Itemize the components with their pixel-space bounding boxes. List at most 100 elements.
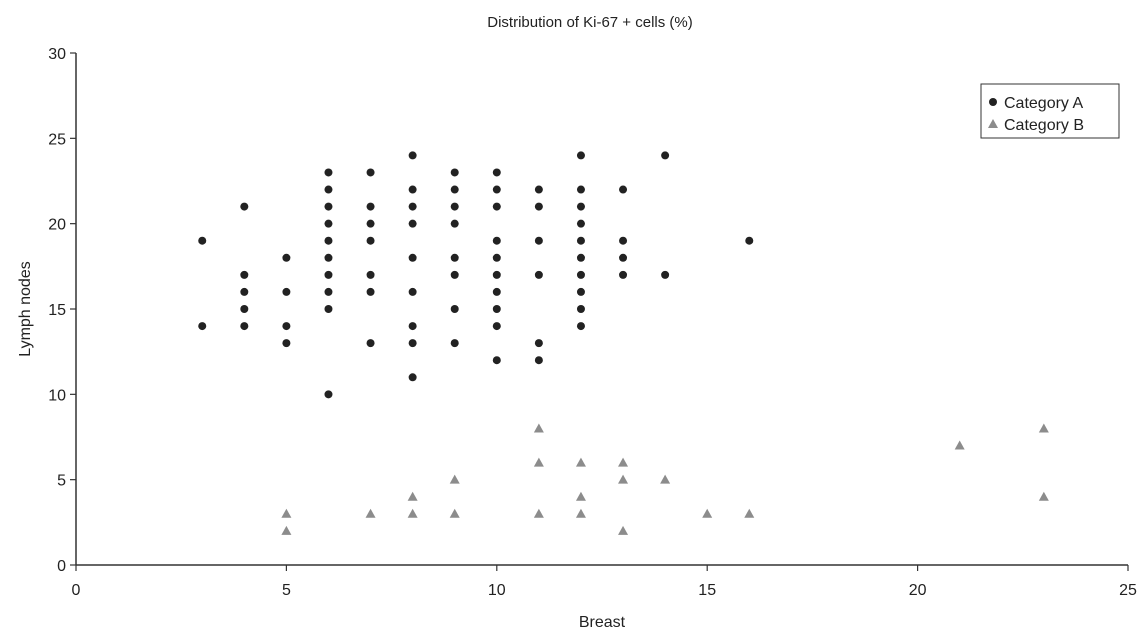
data-point-circle [492, 202, 501, 211]
data-point-circle [492, 168, 501, 177]
data-point-circle [198, 236, 207, 245]
data-point-circle [576, 287, 585, 296]
series-a [198, 151, 754, 399]
data-point-circle [534, 270, 543, 279]
data-point-circle [408, 322, 417, 331]
data-point-triangle [744, 508, 755, 518]
data-point-circle [450, 202, 459, 211]
data-point-triangle [575, 491, 586, 501]
data-point-circle [492, 253, 501, 262]
data-point-circle [408, 151, 417, 160]
x-tick-label: 10 [488, 582, 506, 599]
data-point-circle [324, 236, 333, 245]
legend-marker [988, 119, 998, 128]
data-point-circle [576, 305, 585, 313]
data-point-circle [534, 339, 543, 348]
y-tick-label: 5 [57, 473, 66, 490]
data-point-circle [492, 270, 501, 279]
data-point-circle [240, 287, 249, 296]
data-point-triangle [618, 525, 629, 535]
data-point-circle [492, 236, 501, 245]
data-point-circle [661, 270, 670, 279]
legend-label: Category A [1004, 95, 1083, 112]
data-point-triangle [533, 457, 544, 467]
data-point-circle [492, 287, 501, 296]
data-point-circle [619, 253, 628, 262]
data-point-triangle [533, 423, 544, 433]
series-b [281, 423, 1049, 535]
data-point-circle [324, 305, 333, 313]
data-point-circle [198, 322, 207, 331]
data-point-circle [240, 270, 249, 279]
data-point-triangle [533, 508, 544, 518]
data-point-circle [366, 219, 375, 228]
y-tick-label: 25 [48, 131, 66, 148]
y-ticks: 0 5 10 15 20 25 30 [48, 46, 76, 575]
data-point-circle [450, 253, 459, 262]
data-point-circle [240, 305, 249, 313]
data-point-circle [324, 219, 333, 228]
data-point-circle [745, 236, 754, 245]
x-ticks: 0 5 10 15 20 25 [72, 565, 1137, 599]
data-point-circle [324, 287, 333, 296]
data-point-circle [576, 322, 585, 331]
x-tick-label: 20 [909, 582, 927, 599]
x-tick-label: 15 [698, 582, 716, 599]
data-point-circle [240, 202, 249, 211]
data-point-triangle [449, 474, 460, 484]
data-point-circle [240, 322, 249, 331]
data-point-circle [534, 185, 543, 194]
data-point-triangle [1038, 491, 1049, 501]
data-point-circle [576, 151, 585, 160]
x-tick-label: 0 [72, 582, 81, 599]
legend-label: Category B [1004, 117, 1084, 134]
data-point-circle [661, 151, 670, 160]
data-point-triangle [281, 525, 292, 535]
data-point-triangle [618, 457, 629, 467]
data-point-triangle [954, 440, 965, 450]
data-point-circle [324, 253, 333, 262]
data-point-circle [492, 185, 501, 194]
y-axis-title: Lymph nodes [17, 261, 34, 356]
legend-items: Category A Category B [988, 95, 1084, 134]
data-point-circle [450, 219, 459, 228]
data-point-triangle [575, 457, 586, 467]
data-point-triangle [281, 508, 292, 518]
data-point-circle [408, 339, 417, 348]
data-point-triangle [365, 508, 376, 518]
data-point-circle [576, 185, 585, 194]
data-point-triangle [1038, 423, 1049, 433]
data-point-circle [366, 339, 375, 348]
legend-box [980, 83, 1120, 139]
data-point-triangle [449, 508, 460, 518]
data-point-circle [408, 219, 417, 228]
data-point-circle [282, 322, 291, 331]
data-point-circle [408, 373, 417, 382]
x-axis-title: Breast [579, 614, 626, 631]
data-point-circle [282, 253, 291, 262]
data-point-circle [324, 202, 333, 211]
data-point-circle [450, 270, 459, 279]
data-point-circle [408, 253, 417, 262]
data-point-circle [534, 202, 543, 211]
data-point-circle [450, 305, 459, 313]
data-point-circle [492, 305, 501, 313]
data-point-circle [366, 202, 375, 211]
data-point-circle [366, 168, 375, 177]
data-point-circle [366, 287, 375, 296]
data-point-circle [324, 390, 333, 399]
data-point-circle [450, 339, 459, 348]
y-tick-label: 20 [48, 217, 66, 234]
data-point-circle [576, 236, 585, 245]
data-point-circle [450, 185, 459, 194]
data-point-circle [492, 322, 501, 331]
data-point-circle [619, 236, 628, 245]
legend-marker [989, 98, 997, 106]
data-point-circle [324, 270, 333, 279]
data-point-triangle [702, 508, 713, 518]
y-tick-label: 30 [48, 46, 66, 63]
data-point-circle [408, 185, 417, 194]
data-point-triangle [618, 474, 629, 484]
data-point-circle [534, 356, 543, 365]
